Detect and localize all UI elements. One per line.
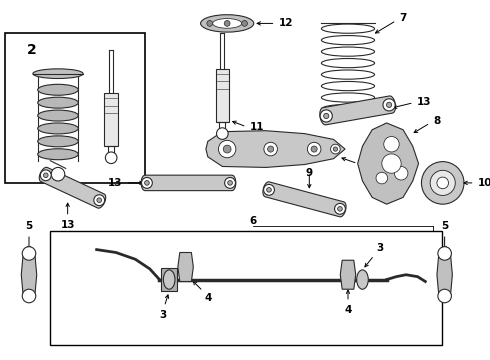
Circle shape <box>331 144 340 154</box>
Text: 4: 4 <box>344 305 352 315</box>
Ellipse shape <box>38 123 78 134</box>
Polygon shape <box>263 182 346 217</box>
Circle shape <box>224 21 230 26</box>
Ellipse shape <box>163 270 175 289</box>
Ellipse shape <box>38 97 78 108</box>
Polygon shape <box>206 131 345 167</box>
Text: 5: 5 <box>25 221 33 231</box>
Text: 13: 13 <box>60 220 75 230</box>
Circle shape <box>323 113 329 118</box>
Circle shape <box>94 195 105 206</box>
Circle shape <box>333 147 338 151</box>
Circle shape <box>223 145 231 153</box>
Text: 13: 13 <box>108 178 123 188</box>
Ellipse shape <box>321 36 374 45</box>
Ellipse shape <box>357 270 368 289</box>
Ellipse shape <box>213 19 242 28</box>
Ellipse shape <box>321 24 374 33</box>
Text: 13: 13 <box>416 97 431 107</box>
Circle shape <box>320 110 332 122</box>
Polygon shape <box>21 253 37 296</box>
Circle shape <box>338 207 343 211</box>
Text: 11: 11 <box>249 122 264 132</box>
Circle shape <box>224 177 236 188</box>
Circle shape <box>217 128 228 139</box>
Circle shape <box>22 247 36 260</box>
Text: 5: 5 <box>441 221 448 231</box>
Circle shape <box>383 99 395 111</box>
Circle shape <box>242 21 247 26</box>
Circle shape <box>145 181 149 185</box>
Circle shape <box>264 184 274 195</box>
Circle shape <box>105 152 117 163</box>
Bar <box>5 33 145 183</box>
Ellipse shape <box>321 59 374 68</box>
Circle shape <box>394 166 408 180</box>
Text: 6: 6 <box>249 216 257 226</box>
Circle shape <box>267 188 271 192</box>
Polygon shape <box>178 252 194 282</box>
Ellipse shape <box>200 15 254 32</box>
Circle shape <box>51 167 65 181</box>
Bar <box>216 69 229 122</box>
Circle shape <box>44 173 48 177</box>
Ellipse shape <box>33 69 83 78</box>
Ellipse shape <box>321 93 374 102</box>
Circle shape <box>97 198 101 203</box>
Circle shape <box>207 21 213 26</box>
Text: 9: 9 <box>306 168 313 179</box>
Text: 4: 4 <box>205 293 212 303</box>
Polygon shape <box>340 260 356 289</box>
Circle shape <box>22 289 36 303</box>
Circle shape <box>142 177 152 188</box>
Text: 8: 8 <box>433 116 441 126</box>
Polygon shape <box>437 253 452 296</box>
Polygon shape <box>39 167 106 208</box>
Bar <box>50 231 442 345</box>
Circle shape <box>438 289 451 303</box>
Ellipse shape <box>321 104 374 114</box>
Bar <box>104 93 118 146</box>
Circle shape <box>219 140 236 158</box>
Polygon shape <box>320 96 395 125</box>
Ellipse shape <box>321 47 374 56</box>
Circle shape <box>228 181 232 185</box>
Text: 7: 7 <box>399 13 407 23</box>
Circle shape <box>376 172 388 184</box>
Circle shape <box>437 177 448 189</box>
Ellipse shape <box>38 84 78 95</box>
Ellipse shape <box>321 70 374 79</box>
Bar <box>161 268 177 291</box>
Circle shape <box>430 170 455 195</box>
Ellipse shape <box>38 110 78 121</box>
Circle shape <box>421 162 464 204</box>
Ellipse shape <box>38 136 78 147</box>
Text: 3: 3 <box>376 243 383 253</box>
Polygon shape <box>141 175 236 191</box>
Circle shape <box>382 154 401 173</box>
Text: 10: 10 <box>478 178 490 188</box>
Circle shape <box>268 146 274 152</box>
Circle shape <box>384 136 399 152</box>
Circle shape <box>264 142 277 156</box>
Circle shape <box>307 142 321 156</box>
Text: 2: 2 <box>27 43 37 57</box>
Circle shape <box>335 203 345 214</box>
Ellipse shape <box>321 81 374 91</box>
Polygon shape <box>358 123 418 204</box>
Circle shape <box>311 146 317 152</box>
Text: 12: 12 <box>278 18 293 28</box>
Text: 1: 1 <box>361 161 368 171</box>
Circle shape <box>387 102 392 108</box>
Circle shape <box>40 170 51 181</box>
Ellipse shape <box>38 149 78 160</box>
Circle shape <box>438 247 451 260</box>
Text: 3: 3 <box>160 310 167 320</box>
